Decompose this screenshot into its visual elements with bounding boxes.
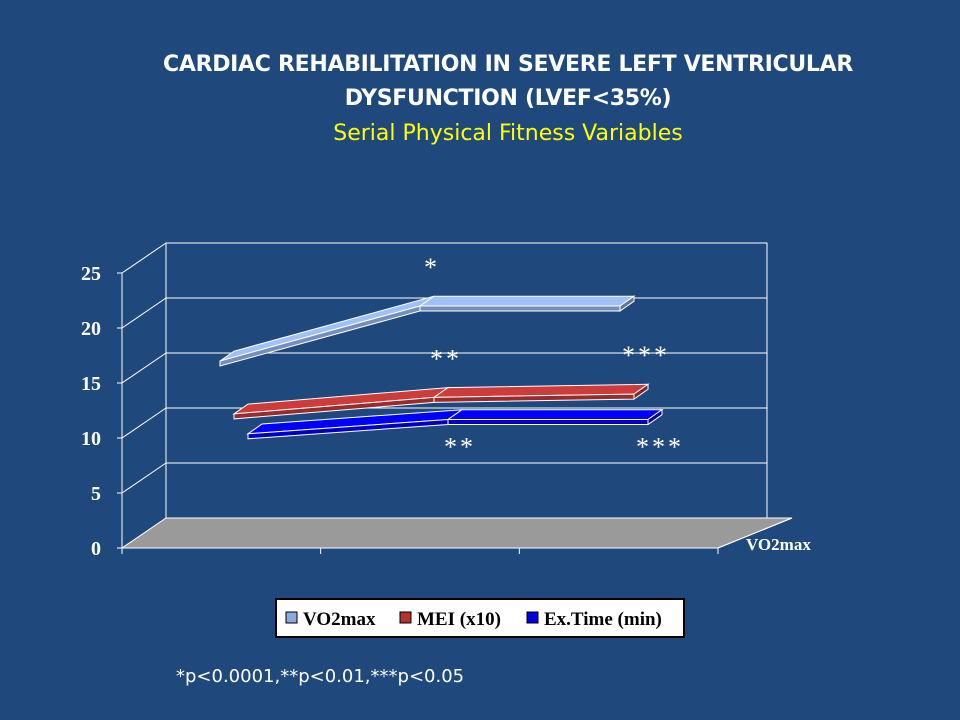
depth-axis-label: VO2max bbox=[746, 535, 811, 554]
significance-annotations: *** ***** *** bbox=[424, 253, 684, 462]
significance-marker: * bbox=[424, 253, 440, 282]
gridline-side bbox=[122, 463, 166, 493]
legend: VO2max MEI (x10) Ex.Time (min) bbox=[276, 599, 684, 637]
y-tick-label: 20 bbox=[81, 318, 101, 340]
gridline-side bbox=[122, 298, 166, 328]
legend-label: MEI (x10) bbox=[417, 609, 501, 630]
y-tick-label: 5 bbox=[91, 483, 101, 505]
legend-swatch bbox=[400, 612, 411, 623]
legend-swatch bbox=[286, 612, 297, 623]
significance-marker: *** bbox=[636, 433, 684, 462]
significance-marker: ** bbox=[430, 344, 462, 373]
y-tick-label: 10 bbox=[81, 428, 101, 450]
y-tick-label: 0 bbox=[91, 538, 101, 560]
ribbon-front bbox=[448, 420, 648, 425]
y-tick-label: 15 bbox=[81, 373, 101, 395]
significance-marker: ** bbox=[444, 433, 476, 462]
series-vo2max bbox=[220, 296, 634, 366]
legend-swatch bbox=[527, 612, 538, 623]
ribbon-front bbox=[420, 306, 620, 311]
ribbon-top bbox=[220, 296, 434, 361]
footnote: *p<0.0001,**p<0.01,***p<0.05 bbox=[176, 666, 464, 687]
ribbon-front bbox=[220, 306, 420, 366]
y-tick-label: 25 bbox=[81, 263, 101, 285]
back-wall bbox=[166, 243, 767, 518]
ribbon-top bbox=[448, 410, 662, 420]
ribbon-top bbox=[420, 296, 634, 306]
legend-label: Ex.Time (min) bbox=[544, 609, 662, 630]
floor bbox=[122, 518, 792, 548]
gridline-side bbox=[122, 353, 166, 383]
gridline-side bbox=[122, 408, 166, 438]
legend-label: VO2max bbox=[303, 609, 376, 630]
significance-marker: *** bbox=[622, 341, 670, 370]
gridline-side bbox=[122, 243, 166, 273]
